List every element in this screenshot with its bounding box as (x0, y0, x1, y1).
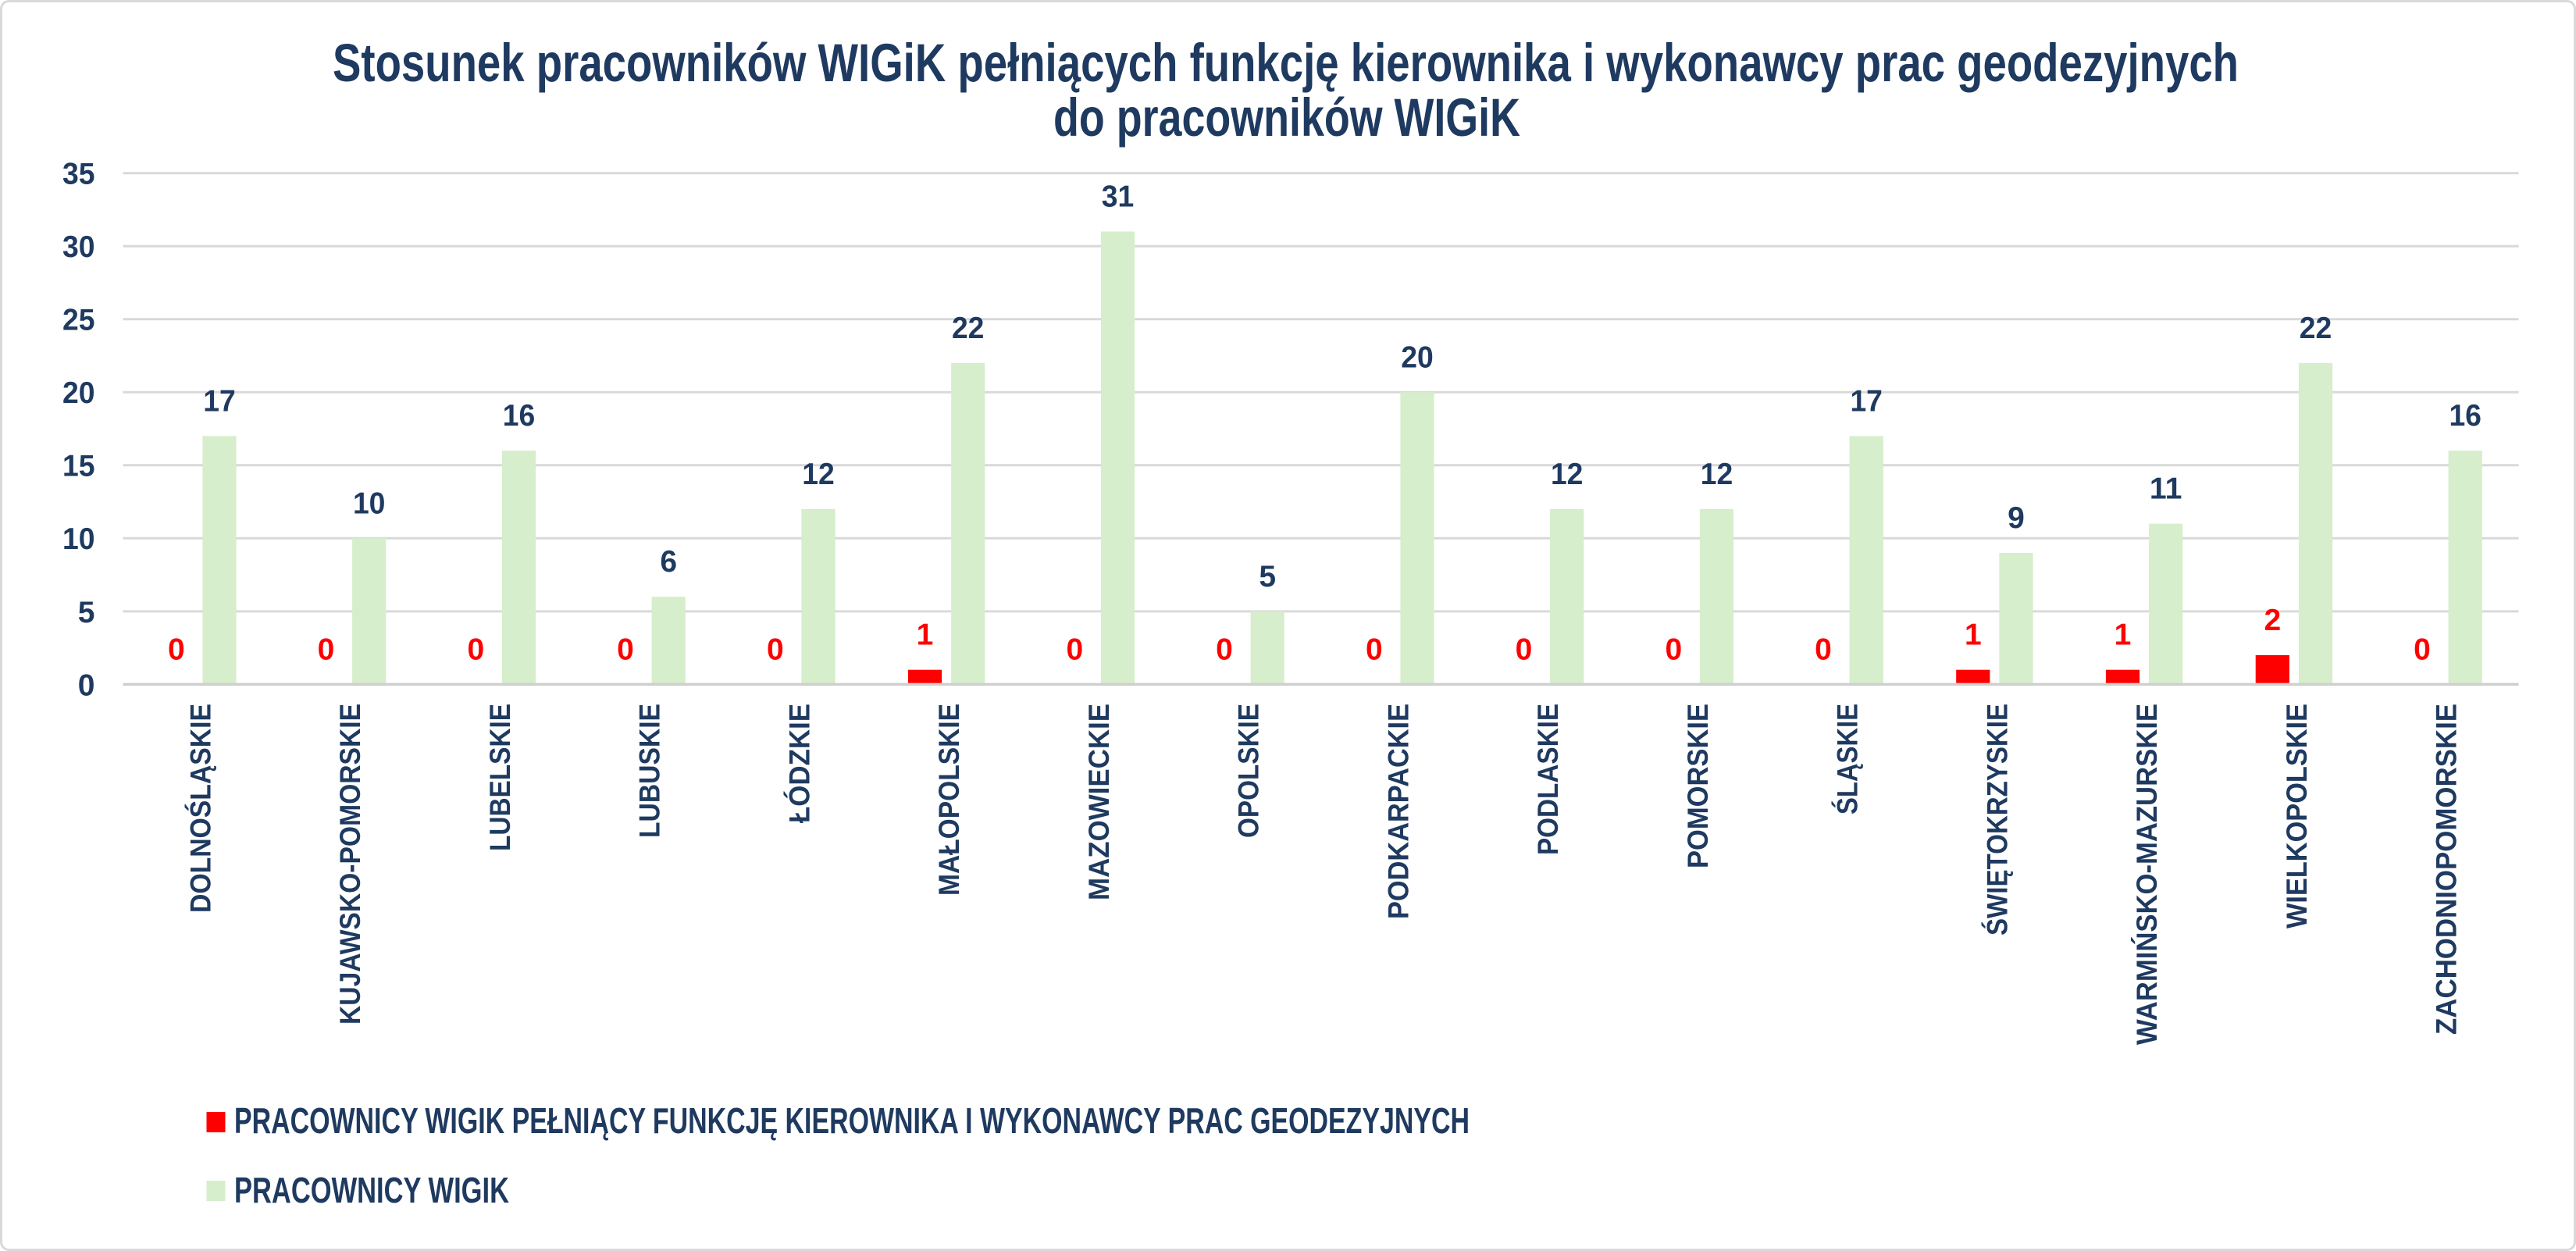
svg-text:Stosunek pracowników WIGiK peł: Stosunek pracowników WIGiK pełniących fu… (333, 33, 2239, 93)
svg-text:DOLNOŚLĄSKIE: DOLNOŚLĄSKIE (183, 704, 216, 913)
svg-text:LUBELSKIE: LUBELSKIE (484, 704, 516, 851)
svg-text:0: 0 (78, 668, 95, 702)
svg-text:ŚLĄSKIE: ŚLĄSKIE (1831, 704, 1864, 814)
svg-text:17: 17 (1850, 384, 1883, 418)
svg-text:25: 25 (62, 304, 95, 337)
svg-text:10: 10 (353, 486, 386, 520)
svg-text:20: 20 (62, 376, 95, 410)
svg-text:ŚWIĘTOKRZYSKIE: ŚWIĘTOKRZYSKIE (1980, 704, 2013, 936)
svg-text:0: 0 (1216, 633, 1233, 666)
svg-text:0: 0 (767, 633, 784, 666)
svg-text:12: 12 (802, 458, 835, 491)
svg-text:0: 0 (1366, 633, 1383, 666)
svg-text:5: 5 (78, 596, 95, 629)
svg-text:35: 35 (62, 158, 95, 191)
svg-text:9: 9 (2008, 501, 2025, 535)
svg-text:0: 0 (318, 633, 335, 666)
svg-text:2: 2 (2264, 604, 2281, 637)
svg-text:22: 22 (952, 312, 985, 345)
svg-text:1: 1 (2115, 618, 2132, 652)
svg-text:0: 0 (168, 633, 185, 666)
svg-text:WARMIŃSKO-MAZURSKIE: WARMIŃSKO-MAZURSKIE (2131, 704, 2163, 1045)
svg-text:20: 20 (1401, 340, 1434, 374)
svg-text:0: 0 (2414, 633, 2431, 666)
svg-text:0: 0 (617, 633, 634, 666)
svg-text:11: 11 (2150, 472, 2182, 506)
svg-text:0: 0 (1066, 633, 1083, 666)
svg-text:PRACOWNICY WIGIK: PRACOWNICY WIGIK (234, 1170, 509, 1210)
svg-text:ZACHODNIOPOMORSKIE: ZACHODNIOPOMORSKIE (2431, 704, 2463, 1035)
svg-text:0: 0 (467, 633, 484, 666)
svg-text:16: 16 (503, 399, 536, 433)
svg-text:15: 15 (62, 450, 95, 483)
svg-text:do pracowników WIGiK: do pracowników WIGiK (1053, 87, 1520, 148)
svg-text:MAZOWIECKIE: MAZOWIECKIE (1083, 704, 1115, 900)
svg-text:12: 12 (1701, 458, 1733, 491)
svg-text:10: 10 (62, 522, 95, 556)
svg-text:16: 16 (2449, 399, 2482, 433)
svg-text:POMORSKIE: POMORSKIE (1682, 704, 1714, 868)
svg-text:ŁÓDZKIE: ŁÓDZKIE (782, 704, 815, 823)
svg-text:12: 12 (1551, 458, 1584, 491)
svg-text:31: 31 (1102, 180, 1135, 214)
svg-text:0: 0 (1665, 633, 1682, 666)
svg-text:0: 0 (1516, 633, 1533, 666)
svg-text:30: 30 (62, 230, 95, 264)
svg-text:22: 22 (2300, 312, 2332, 345)
svg-text:1: 1 (917, 618, 934, 652)
svg-text:LUBUSKIE: LUBUSKIE (634, 704, 666, 838)
svg-text:OPOLSKIE: OPOLSKIE (1233, 704, 1265, 838)
svg-text:17: 17 (203, 384, 236, 418)
svg-text:PRACOWNICY WIGIK PEŁNIĄCY FUNK: PRACOWNICY WIGIK PEŁNIĄCY FUNKCJĘ KIEROW… (234, 1100, 1470, 1141)
svg-text:KUJAWSKO-POMORSKIE: KUJAWSKO-POMORSKIE (334, 704, 366, 1025)
svg-text:MAŁOPOLSKIE: MAŁOPOLSKIE (933, 704, 965, 896)
svg-text:WIELKOPOLSKIE: WIELKOPOLSKIE (2281, 704, 2313, 928)
svg-text:0: 0 (1815, 633, 1832, 666)
svg-text:PODKARPACKIE: PODKARPACKIE (1382, 704, 1414, 919)
svg-text:PODLASKIE: PODLASKIE (1532, 704, 1564, 855)
svg-text:6: 6 (660, 545, 677, 579)
svg-text:5: 5 (1259, 560, 1276, 593)
svg-text:1: 1 (1965, 618, 1982, 652)
